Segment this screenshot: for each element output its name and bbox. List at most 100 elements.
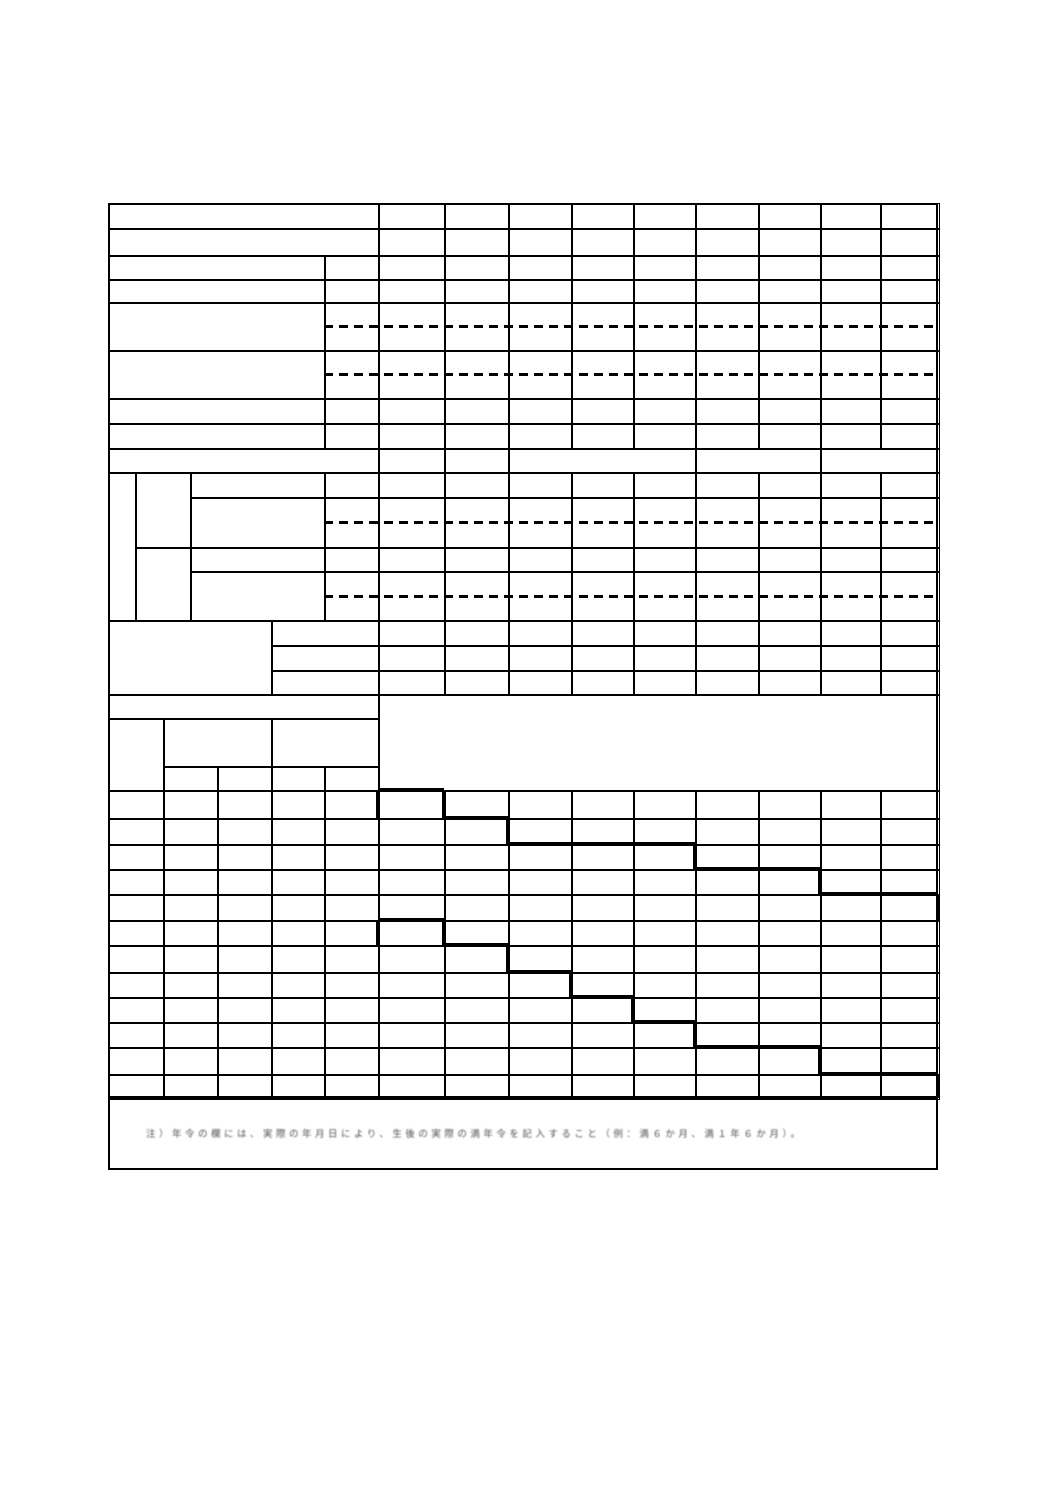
grid-cell: [108, 997, 165, 1024]
grid-cell: [695, 790, 760, 820]
grid-cell: [324, 255, 380, 281]
grid-cell: [508, 547, 573, 573]
grid-cell: [758, 869, 822, 896]
grid-cell: [820, 790, 882, 820]
grid-cell: [508, 790, 573, 820]
staircase-step-line: [508, 970, 571, 974]
grid-cell: [820, 472, 882, 499]
grid-cell: [695, 279, 760, 304]
grid-cell: [571, 645, 635, 672]
grid-cell: [378, 228, 446, 257]
grid-cell: [633, 844, 697, 871]
grid-cell: [695, 894, 760, 922]
grid-cell: [508, 997, 573, 1024]
grid-cell: [163, 1022, 219, 1049]
grid-cell: [633, 203, 697, 230]
grid-cell: [880, 279, 940, 304]
grid-cell: [571, 869, 635, 896]
grid-cell: [190, 547, 326, 573]
grid-cell: [444, 279, 510, 304]
grid-cell: [324, 790, 380, 820]
grid-cell: [271, 997, 326, 1024]
grid-cell: [217, 894, 273, 922]
grid-cell: [880, 255, 940, 281]
dashed-separator: [324, 521, 938, 524]
dashed-separator: [324, 325, 938, 328]
grid-cell: [108, 228, 380, 257]
grid-cell: [108, 818, 165, 846]
grid-cell: [108, 350, 326, 400]
grid-cell: [271, 1047, 326, 1076]
grid-cell: [508, 279, 573, 304]
grid-cell: [571, 1022, 635, 1049]
grid-cell: [633, 547, 697, 573]
grid-cell: [378, 844, 446, 871]
grid-cell: [444, 869, 510, 896]
grid-cell: [444, 972, 510, 999]
staircase-step-line: [376, 920, 380, 945]
grid-cell: [633, 670, 697, 696]
grid-cell: [758, 790, 822, 820]
grid-cell: [163, 869, 219, 896]
grid-cell: [695, 228, 760, 257]
grid-cell: [508, 869, 573, 896]
grid-cell: [633, 1074, 697, 1100]
grid-cell: [271, 718, 380, 768]
grid-cell: [163, 997, 219, 1024]
grid-cell: [378, 398, 446, 425]
grid-cell: [108, 203, 380, 230]
grid-cell: [271, 670, 380, 696]
grid-cell: [324, 279, 380, 304]
footnote-text: 注）年令の欄には、実際の年月日により、生後の実際の満年令を記入すること（例：満６…: [146, 1129, 804, 1140]
grid-cell: [444, 228, 510, 257]
grid-cell: [820, 997, 882, 1024]
grid-cell: [444, 997, 510, 1024]
grid-cell: [758, 1047, 822, 1076]
grid-cell: [571, 620, 635, 647]
grid-cell: [217, 844, 273, 871]
grid-cell: [820, 894, 882, 922]
grid-cell: [695, 1047, 760, 1076]
staircase-step-line: [378, 918, 444, 922]
grid-cell: [758, 620, 822, 647]
grid-cell: [217, 997, 273, 1024]
grid-cell: [508, 423, 573, 450]
staircase-step-line: [936, 1074, 940, 1098]
grid-cell: [108, 790, 165, 820]
grid-cell: [508, 203, 573, 230]
grid-cell: [108, 694, 380, 720]
grid-cell: [108, 972, 165, 999]
grid-cell: [571, 920, 635, 947]
grid-cell: [820, 1074, 882, 1100]
staircase-step-line: [508, 842, 695, 846]
grid-cell: [271, 790, 326, 820]
grid-cell: [820, 670, 882, 696]
grid-cell: [571, 547, 635, 573]
grid-cell: [571, 1074, 635, 1100]
grid-cell: [508, 920, 573, 947]
grid-cell: [324, 766, 380, 792]
grid-cell: [324, 472, 380, 499]
grid-cell: [758, 972, 822, 999]
grid-cell: [108, 398, 326, 425]
grid-cell: [571, 472, 635, 499]
grid-cell: [571, 894, 635, 922]
grid-cell: [324, 423, 380, 450]
grid-cell: [695, 869, 760, 896]
grid-cell: [163, 818, 219, 846]
grid-cell: [820, 1022, 882, 1049]
grid-cell: [271, 1074, 326, 1100]
grid-cell: [820, 255, 882, 281]
grid-cell: [324, 997, 380, 1024]
grid-cell: [378, 920, 446, 947]
grid-cell: [695, 818, 760, 846]
grid-cell: [571, 398, 635, 425]
grid-cell: [217, 920, 273, 947]
footnote-box: 注）年令の欄には、実際の年月日により、生後の実際の満年令を記入すること（例：満６…: [108, 1098, 938, 1170]
grid-cell: [880, 844, 940, 871]
grid-cell: [324, 398, 380, 425]
grid-cell: [108, 423, 326, 450]
grid-cell: [633, 945, 697, 974]
grid-cell: [695, 972, 760, 999]
grid-cell: [571, 203, 635, 230]
